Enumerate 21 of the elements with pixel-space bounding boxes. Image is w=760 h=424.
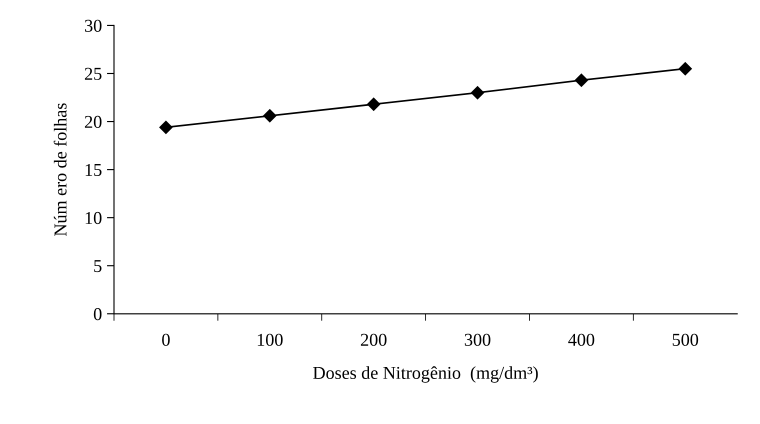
y-tick-label: 5 bbox=[94, 260, 102, 272]
point bbox=[470, 86, 484, 100]
y-tick-label: 20 bbox=[84, 116, 102, 128]
point bbox=[263, 109, 276, 122]
x-tick-label: 200 bbox=[360, 334, 387, 346]
x-tick-label: 400 bbox=[568, 334, 594, 346]
y-tick-label: 10 bbox=[86, 212, 102, 224]
x-tick-label: 100 bbox=[258, 334, 283, 346]
point bbox=[159, 120, 173, 134]
y-tick-label: 0 bbox=[94, 308, 102, 320]
x-axis-title: Doses de Nitrogênio (mg/dm³) bbox=[313, 366, 538, 383]
point bbox=[574, 74, 588, 87]
x-tick-label: 300 bbox=[464, 334, 490, 346]
y-tick-label: 30 bbox=[85, 20, 102, 32]
y-axis-title: Núm ero de folhas bbox=[54, 103, 67, 236]
x-tick-label: 500 bbox=[672, 334, 698, 346]
point bbox=[678, 62, 692, 76]
y-tick-label: 15 bbox=[86, 164, 102, 176]
x-tick-label: 0 bbox=[162, 334, 170, 346]
y-tick-label: 25 bbox=[84, 68, 102, 80]
point bbox=[367, 98, 380, 111]
